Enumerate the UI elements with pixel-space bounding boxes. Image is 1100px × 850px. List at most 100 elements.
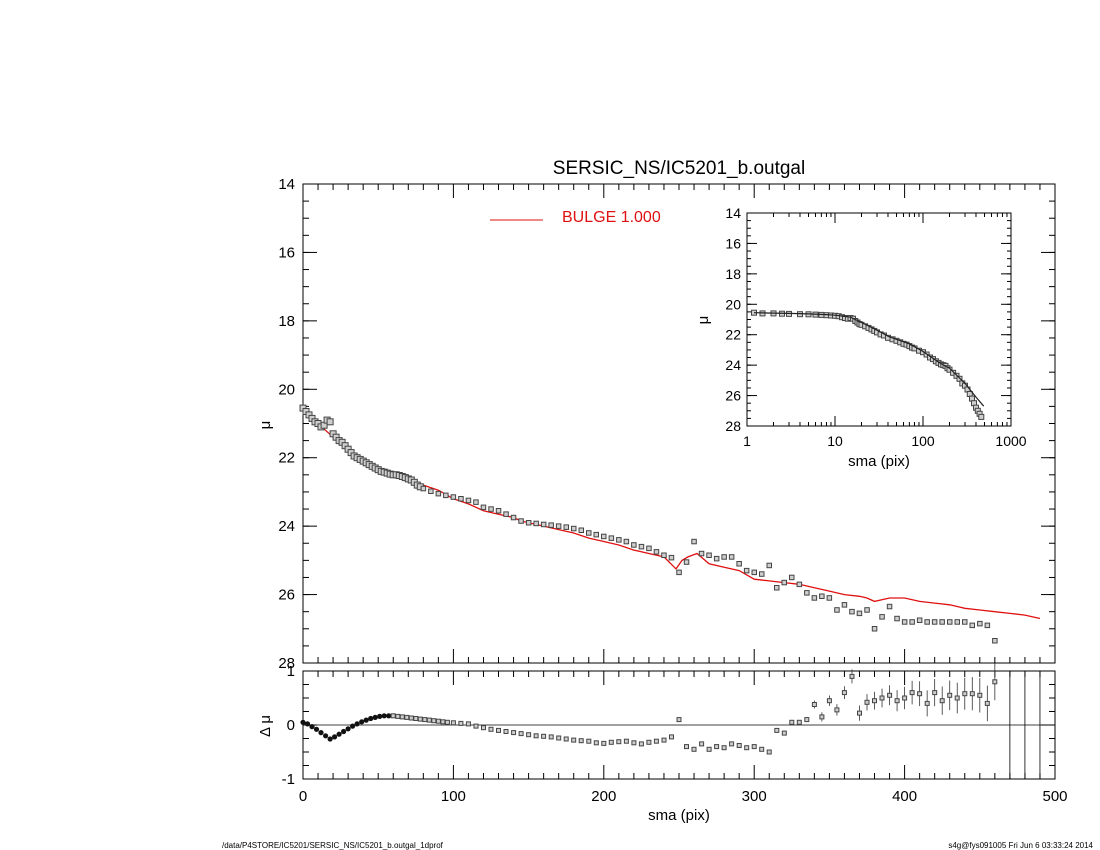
residual-data-point [399,714,405,720]
inset-data-point [978,413,985,420]
residual-data-point [631,740,637,746]
residual-x-tick-label: 300 [742,788,767,805]
main-data-point [713,555,720,562]
residual-data-point [721,745,727,751]
residual-x-tick-label: 100 [441,788,466,805]
inset-data-series [751,309,985,420]
residual-data-point [699,741,705,747]
residual-data-point [318,730,324,736]
residual-data-point [413,716,419,721]
residual-data-point [744,745,750,751]
main-data-point [774,585,780,591]
main-data-point [977,620,983,627]
residual-data-point [341,728,347,735]
main-data-point [691,538,697,545]
inset-x-tick-label: 100 [911,433,935,449]
residual-data-point [404,714,410,720]
inset-axis-ticks: 14 16 18 20 22 24 26 281 10 100 1000 [725,205,1026,449]
residual-data-point [408,715,414,721]
inset-y-tick-label: 22 [725,327,741,343]
footer-file-path: /data/P4STORE/IC5201/SERSIC_NS/IC5201_b.… [222,841,444,850]
main-data-point [954,619,960,625]
inset-model-line [753,312,985,407]
residual-data-point [336,731,342,737]
main-data-point [984,622,991,629]
residual-data-point [879,695,885,701]
residual-data-point [811,702,817,707]
residual-data-point [736,743,742,748]
inset-panel: sma (pix) μ 14 16 18 20 22 24 26 281 10 100 1000 [695,205,1027,470]
inset-y-tick-label: 26 [725,388,741,404]
main-plot-frame [302,183,1056,664]
residual-data-point [969,691,975,697]
main-data-point [931,619,938,625]
residual-data-point [488,726,494,732]
main-data-point [638,543,645,550]
residual-data-point [440,719,446,725]
residual-data-point [304,721,311,727]
residual-data-point [623,738,629,744]
residual-data-point [872,698,877,704]
residual-data-point [390,713,396,719]
main-data-point [804,590,810,596]
residual-data-point [556,735,562,741]
main-data-point [909,619,915,625]
residual-data-point [638,741,644,747]
residual-data-point [381,713,387,719]
residual-data-point [902,695,908,701]
main-data-point [616,537,622,543]
residual-data-point [593,740,599,746]
residual-x-tick-label: 400 [892,788,917,805]
inset-x-tick-label: 1 [743,433,751,449]
main-data-point [495,508,502,514]
residual-data-point [924,700,930,706]
residual-data-point [300,719,306,725]
main-y-tick-label: 24 [278,518,295,535]
residual-data-point [354,721,360,727]
main-data-point [924,619,930,625]
residual-data-point [706,746,712,752]
main-data-point [698,550,705,557]
main-data-point [601,533,607,540]
main-y-tick-label: 16 [278,244,295,261]
inset-x-axis-label: sma (pix) [848,453,910,470]
main-data-point [781,579,787,586]
main-data-point [488,506,494,512]
residual-x-tick-label: 200 [591,788,616,805]
residual-data-point [947,692,953,698]
main-title: SERSIC_NS/IC5201_b.outgal [553,158,805,179]
residual-data-series [300,663,1041,779]
main-data-point [849,608,855,615]
main-data-point [503,511,509,517]
inset-y-tick-label: 20 [725,296,741,312]
legend-label: BULGE 1.000 [562,209,661,226]
main-data-point [939,619,945,625]
residual-data-point [571,737,577,743]
residual-y-tick-label: 1 [287,663,295,680]
main-data-point [465,497,472,504]
residual-data-point [939,698,945,704]
main-data-point [480,504,487,511]
main-data-point [856,610,863,617]
main-data-point [766,562,772,569]
residual-data-point [954,695,960,701]
main-data-point [668,554,675,561]
residual-y-axis-label: Δ μ [257,715,274,737]
residual-data-point [789,719,795,725]
main-data-point [676,569,682,576]
residual-data-point [841,690,847,696]
residual-data-point [313,726,320,732]
main-y-tick-label: 18 [278,313,295,330]
residual-data-point [323,733,329,739]
residual-data-point [386,713,392,719]
main-data-point [683,559,690,565]
main-data-point [819,593,825,599]
residual-data-point [368,715,374,722]
inset-y-tick-label: 18 [725,266,741,282]
residual-data-point [826,698,832,704]
main-data-point [435,490,442,497]
legend: BULGE 1.000 [490,209,661,226]
main-data-point [563,524,569,530]
main-data-point [871,626,878,632]
